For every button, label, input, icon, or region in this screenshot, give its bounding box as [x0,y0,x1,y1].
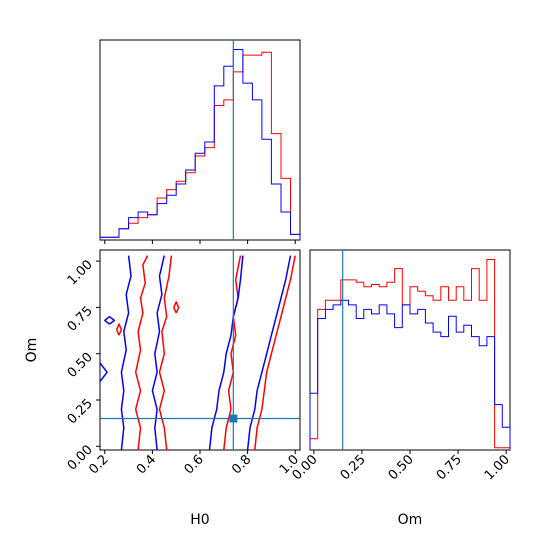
contour-series-1-line-5 [115,323,123,336]
h0-histogram-series [99,49,301,240]
contour-series-2-line-5 [104,315,116,325]
contour-ytick-label-2: 0.25 [65,396,96,427]
om-histogram-xtick-label-4: 0.75 [434,452,465,483]
contour-xtick-label-2: 0.4 [134,452,159,477]
om-histogram-series-1 [309,259,511,450]
om-histogram-series [309,259,511,450]
h0-histogram-series-2 [99,49,301,240]
y-axis-label-om: Om [24,338,40,363]
om-histogram-panel [309,249,511,451]
contour-series [100,255,296,450]
contour-series-2-line-2 [151,255,166,450]
contour-series-1-line-2 [158,255,173,450]
h0-histogram-panel [99,39,301,241]
contour-ytick-label-3: 0.50 [65,350,96,381]
contour-xtick-label-4: 0.8 [229,452,254,477]
contour-series-1-line-1 [134,255,149,450]
contour-xtick-label-3: 0.6 [182,452,207,477]
truth-markers [100,40,344,450]
x-axis-label-h0: H0 [190,512,209,528]
om-histogram-xtick-label-2: 0.25 [338,452,369,483]
h0-histogram-series-1 [99,51,301,240]
contour-series-1-line-4 [254,255,296,450]
om-histogram-series-2 [309,299,511,450]
contour-ytick-label-4: 0.75 [65,304,96,335]
om-histogram-xtick-label-3: 0.50 [386,452,417,483]
contour-series-2-line-1 [120,255,132,450]
contour-series-2-line-3 [208,255,244,450]
truth-point-marker [229,414,238,423]
axis-ticks: 0.2 0.4 0.6 0.8 1.00.000.250.500.751.000.00 0… [65,240,513,483]
om-histogram-xtick-label-5: 1.00 [482,452,513,483]
contour-series-2-line-6 [100,362,108,382]
contour-series-1-line-6 [173,301,180,314]
x-axis-label-om: Om [398,512,423,528]
contour-series-2-line-4 [246,255,292,450]
contour-ytick-label-5: 1.00 [65,257,96,288]
